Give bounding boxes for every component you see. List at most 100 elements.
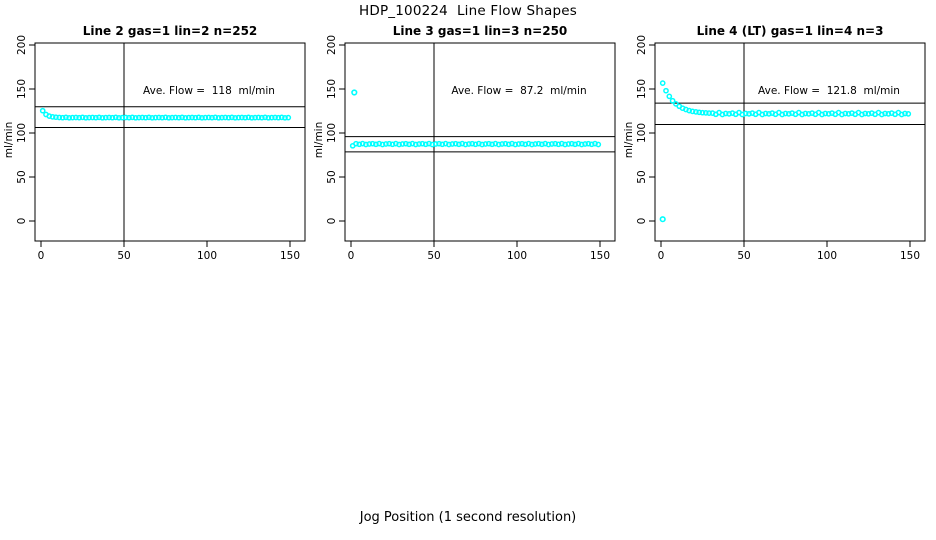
plot2-data-point [456,141,462,148]
plot1-data-point [156,114,162,121]
plot1-data-point [76,114,83,121]
subplot2-title: Line 3 gas=1 lin=3 n=250 [392,24,568,38]
plot2-ytick-label: 100 [326,123,338,143]
plot1-data-point [275,114,282,121]
plot2-data-point [532,141,539,147]
plot3-ytick-label: 150 [636,79,648,99]
plot1-data-point [106,114,112,121]
plot2-xtick-label: 0 [348,250,355,262]
plot1-data-point [59,114,66,121]
plot1-data-point [109,114,116,121]
plot1-data-point [225,114,232,121]
plot1-box [34,42,306,242]
plot2-data-point [416,141,422,147]
plot1-data-point [202,114,209,121]
plot2-data-point [568,140,575,147]
plot1-data-point [262,114,268,121]
plot1-data-point [66,114,73,121]
plot1-data-point [159,114,166,121]
plot1-data-point [248,114,255,121]
plot1-data-point [73,114,79,121]
plot2-outlier-point [351,89,358,96]
plot1-data-point [129,114,136,121]
plot2-xtick-label: 50 [427,250,440,262]
plot1-data-point [199,114,205,121]
plot1-data-point [212,114,219,121]
plot1-data-point [162,114,169,121]
plot2-data-point [449,141,456,147]
plot3-data-point [905,111,912,117]
plot3-box [654,42,926,242]
plot1-data-point [222,114,229,121]
plot1-data-point [126,114,132,121]
plot3-xtick-label: 150 [900,250,920,262]
plot1-data-point [205,114,212,121]
plot2-ytick-label: 0 [326,218,338,225]
plot2-data-point [472,141,479,148]
plot1-data-point [255,114,262,121]
subplot2-ave-flow-annotation: Ave. Flow = 87.2 ml/min [451,85,587,97]
plot2-data-point [386,140,393,147]
plot2-data-point [439,141,446,148]
plot3-data-point [693,109,699,115]
plot2-data-point [389,141,396,148]
plot3-outlier-point [659,216,666,223]
plot1-ytick-label: 200 [16,35,28,55]
plot1-data-point [152,114,159,121]
plot2-data-point [502,140,509,147]
plot2-data-point [482,141,489,147]
subplot1-ylabel: ml/min [3,121,15,159]
plot1-data-point [86,114,92,121]
plot1-data-point [232,114,239,121]
plot2-data-point [399,141,406,147]
plot2-data-point [369,140,376,147]
plot1-data-point [229,114,235,121]
plot1-data-point [102,114,109,121]
plot2-data-point [552,140,559,147]
plot2-data-point [572,141,578,148]
plot1-data-point [272,114,278,121]
plot3-data-point [659,80,666,86]
plot1-ytick-label: 100 [16,123,28,143]
plot3-xtick-label: 0 [658,250,665,262]
plot1-data-point [192,114,199,121]
plot1-data-point [139,114,146,121]
plot2-data-point [489,141,495,148]
plot1-xtick-label: 50 [117,250,130,262]
subplot2-ylabel: ml/min [313,121,325,159]
plot2-data-point [485,140,492,147]
plot2-data-point [582,141,588,147]
plot1-data-point [285,114,292,121]
plot1-data-point [146,114,152,121]
plot1-data-point [89,114,96,121]
plot3-data-point [842,110,849,117]
plot1-xtick-label: 150 [280,250,300,262]
plot2-data-point [539,141,545,148]
plot2-data-point [549,141,555,147]
plot2-data-point [505,141,512,148]
plot3-ytick-label: 50 [636,170,648,183]
subplot1-title: Line 2 gas=1 lin=2 n=252 [82,24,258,38]
plot1-data-point [242,114,249,121]
plot1-data-point [265,114,272,121]
plot1-data-point [278,114,285,121]
plot1-data-point [69,114,76,121]
plot1-data-point [79,114,86,121]
plot1-data-point [209,114,215,121]
subplot3-ylabel: ml/min [623,121,635,159]
plot1-data-point [122,114,129,121]
plot3-data-point [706,110,712,116]
plot3-data-point [782,110,789,117]
plot3-ytick-label: 0 [636,218,648,225]
plot2-data-point [595,141,602,148]
plot3-data-point [699,109,706,116]
plot2-data-point [535,140,542,147]
plot1-ytick-label: 150 [16,79,28,99]
plot1-ytick-label: 50 [16,170,28,183]
plot2-data-point [436,140,442,147]
plot3-data-point [762,110,769,117]
plot3-data-point [882,110,888,117]
plot1-data-point [169,114,175,121]
plot1-data-point [258,114,265,121]
plot1-data-point [215,114,222,121]
